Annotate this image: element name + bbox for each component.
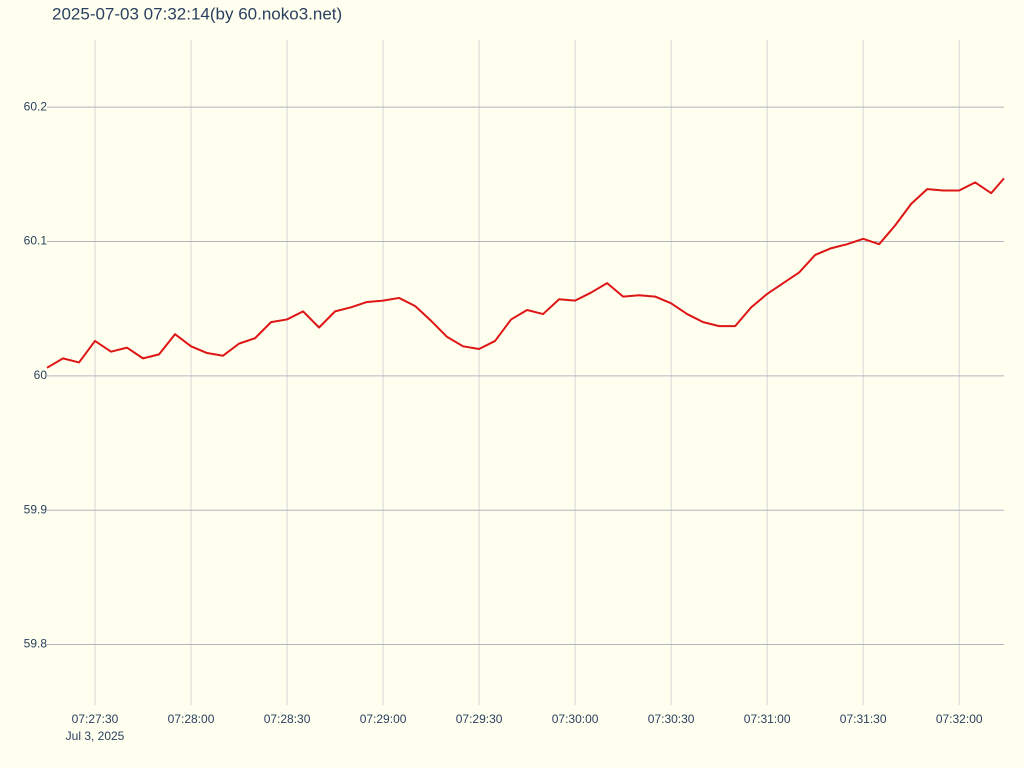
y-tick-label: 60 (34, 368, 48, 382)
x-tick-label: 07:27:30 (72, 712, 119, 726)
x-tick-label: 07:28:30 (264, 712, 311, 726)
x-tick-label: 07:31:30 (840, 712, 887, 726)
x-tick-label: 07:29:00 (360, 712, 407, 726)
chart-title: 2025-07-03 07:32:14(by 60.noko3.net) (52, 4, 342, 23)
data-line (46, 177, 1005, 369)
y-tick-label: 60.1 (24, 234, 48, 248)
x-tick-label: 07:28:00 (168, 712, 215, 726)
y-tick-label: 60.2 (24, 99, 48, 113)
x-tick-label: 07:29:30 (456, 712, 503, 726)
x-tick-label: 07:30:00 (552, 712, 599, 726)
y-tick-label: 59.9 (24, 502, 48, 516)
x-date-label: Jul 3, 2025 (66, 729, 125, 743)
y-tick-label: 59.8 (24, 637, 48, 651)
x-tick-label: 07:30:30 (648, 712, 695, 726)
x-tick-label: 07:31:00 (744, 712, 791, 726)
x-tick-label: 07:32:00 (936, 712, 983, 726)
